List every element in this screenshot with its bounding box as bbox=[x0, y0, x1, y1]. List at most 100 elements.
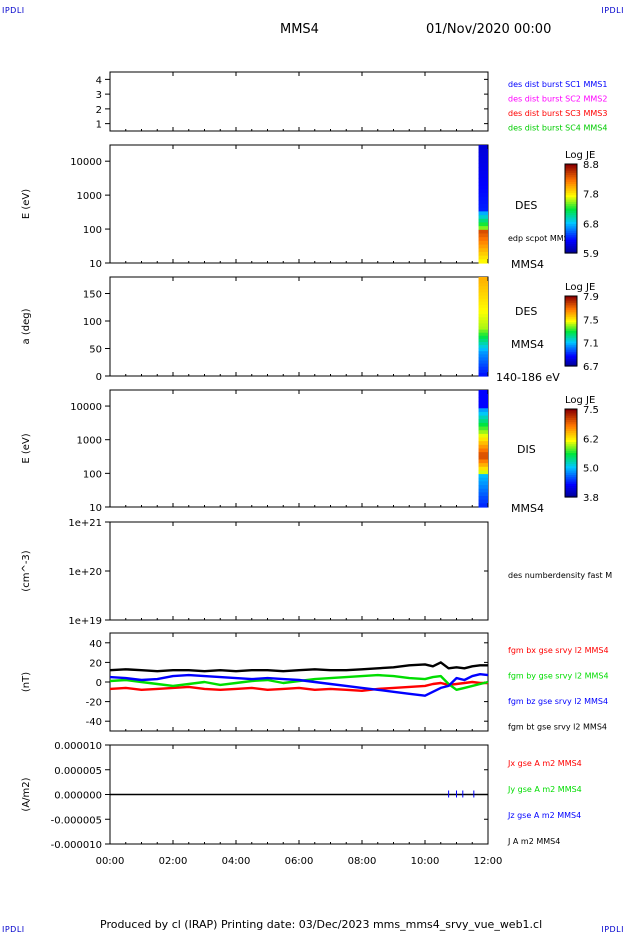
des-pitch-spectrum-cell bbox=[478, 341, 488, 346]
des-energy-colorbar-cell bbox=[565, 224, 577, 227]
fgm-ytick-label: 20 bbox=[89, 658, 102, 669]
density-ylabel: (cm^-3) bbox=[21, 550, 32, 591]
des-energy-colorbar-cell bbox=[565, 212, 577, 216]
des-pitch-spectrum-cell bbox=[478, 298, 488, 303]
burst-ytick-label: 2 bbox=[96, 105, 102, 116]
des-energy-colorbar-cell bbox=[565, 192, 577, 196]
des-energy-spectrum-cell bbox=[478, 181, 488, 187]
des-energy-colorbar-tick: 5.9 bbox=[583, 249, 599, 260]
des-pitch-colorbar-cell bbox=[565, 313, 577, 316]
des-pitch-spectrum-cell bbox=[478, 280, 488, 284]
dis-energy-colorbar-cell bbox=[565, 464, 577, 467]
dis-energy-spectrum-cell bbox=[478, 404, 488, 409]
des-pitch-colorbar-cell bbox=[565, 322, 577, 325]
des-energy-colorbar-cell bbox=[565, 166, 577, 170]
dis-energy-colorbar-cell bbox=[565, 442, 577, 445]
des-pitch-colorbar-cell bbox=[565, 336, 577, 339]
des-pitch-colorbar-tick: 7.5 bbox=[583, 315, 599, 326]
des-energy-spectrum-cell bbox=[478, 148, 488, 153]
des-pitch-spectrum-cell bbox=[478, 326, 488, 331]
des-pitch-colorbar-cell bbox=[565, 339, 577, 343]
des-energy-spectrum-cell bbox=[478, 159, 488, 165]
dis-energy-spectrum-cell bbox=[478, 426, 488, 431]
des-energy-colorbar-cell bbox=[565, 184, 577, 187]
dis-energy-colorbar-cell bbox=[565, 481, 577, 485]
des-energy-label-mms4: MMS4 bbox=[511, 258, 544, 271]
des-pitch-colorbar-cell bbox=[565, 327, 577, 330]
des-pitch-colorbar-cell bbox=[565, 308, 577, 311]
des-energy-colorbar-cell bbox=[565, 210, 577, 214]
des-energy-label-des: DES bbox=[515, 199, 537, 212]
fgm-series-line bbox=[109, 661, 488, 673]
burst-legend-entry: des dist burst SC3 MMS3 bbox=[508, 109, 607, 118]
dis-energy-colorbar-cell bbox=[565, 437, 577, 441]
des-energy-spectrum-cell bbox=[478, 170, 488, 176]
dis-energy-colorbar-cell bbox=[565, 420, 577, 423]
des-pitch-colorbar-cell bbox=[565, 306, 577, 309]
dis-energy-colorbar-cell bbox=[565, 422, 577, 425]
dis-energy-colorbar-tick: 7.5 bbox=[583, 405, 599, 416]
des-pitch-colorbar-cell bbox=[565, 299, 577, 302]
des-energy-label-scpot: edp scpot MMS4 bbox=[508, 234, 574, 243]
des-pitch-spectrum-cell bbox=[478, 307, 488, 312]
des-energy-colorbar-cell bbox=[565, 208, 577, 212]
density-ytick-label: 1e+19 bbox=[68, 616, 102, 627]
dis-energy-spectrum-cell bbox=[478, 444, 488, 450]
des-pitch-colorbar-cell bbox=[565, 311, 577, 315]
dis-energy-colorbar-cell bbox=[565, 466, 577, 469]
corner-tag-top-left: IPDLI bbox=[2, 6, 25, 15]
dis-energy-frame bbox=[109, 389, 489, 508]
des-pitch-colorbar-cell bbox=[565, 343, 577, 346]
dis-energy-colorbar-cell bbox=[565, 450, 577, 454]
des-pitch-colorbar-cell bbox=[565, 346, 577, 350]
des-pitch-colorbar-cell bbox=[565, 296, 577, 299]
burst-ytick-label: 3 bbox=[96, 90, 102, 101]
dis-energy-spectrum-cell bbox=[478, 485, 488, 490]
des-pitch-spectrum-cell bbox=[478, 360, 488, 365]
des-pitch-spectrum-cell bbox=[478, 289, 488, 294]
des-energy-spectrum-cell bbox=[478, 189, 488, 194]
dis-energy-colorbar-cell bbox=[565, 426, 577, 430]
des-energy-colorbar-cell bbox=[565, 168, 577, 172]
des-pitch-spectrum-cell bbox=[478, 320, 488, 325]
dis-energy-colorbar-cell bbox=[565, 431, 577, 434]
dis-energy-colorbar-frame bbox=[564, 408, 578, 498]
x-tick-label: 12:00 bbox=[474, 856, 503, 867]
des-pitch-label-mms4: MMS4 bbox=[511, 338, 544, 351]
des-pitch-colorbar-cell bbox=[565, 318, 577, 322]
des-energy-colorbar-tick: 6.8 bbox=[583, 219, 599, 230]
dis-energy-spectrum-cell bbox=[478, 419, 488, 424]
des-pitch-colorbar-cell bbox=[565, 357, 577, 360]
burst-legend-entry: des dist burst SC1 MMS1 bbox=[508, 80, 607, 89]
des-pitch-colorbar-frame bbox=[564, 295, 578, 367]
x-tick-label: 04:00 bbox=[222, 856, 251, 867]
burst-legend-entry: des dist burst SC4 MMS4 bbox=[508, 124, 607, 133]
dis-energy-spectrum-cell bbox=[478, 390, 488, 395]
des-energy-spectrum-cell bbox=[478, 237, 488, 242]
des-energy-colorbar-frame bbox=[564, 163, 578, 254]
dis-energy-colorbar-cell bbox=[565, 457, 577, 461]
x-tick-label: 08:00 bbox=[348, 856, 377, 867]
des-pitch-spectrum-cell bbox=[478, 301, 488, 306]
dis-energy-colorbar-cell bbox=[565, 488, 577, 491]
des-pitch-colorbar-cell bbox=[565, 297, 577, 301]
dis-energy-colorbar-cell bbox=[565, 448, 577, 452]
spacecraft-title: MMS4 bbox=[280, 22, 319, 37]
des-energy-colorbar-cell bbox=[565, 188, 577, 192]
des-pitch-colorbar-title: Log JE bbox=[565, 282, 595, 293]
des-pitch-colorbar-cell bbox=[565, 353, 577, 357]
des-pitch-colorbar-cell bbox=[565, 315, 577, 318]
des-energy-colorbar-cell bbox=[565, 219, 577, 223]
des-energy-colorbar-cell bbox=[565, 230, 577, 234]
des-energy-colorbar-cell bbox=[565, 175, 577, 178]
dis-energy-colorbar-tick: 6.2 bbox=[583, 434, 599, 445]
des-energy-frame bbox=[109, 144, 489, 264]
des-energy-spectrum-cell bbox=[478, 255, 488, 260]
des-pitch-colorbar-cell bbox=[565, 341, 577, 344]
des-energy-colorbar-cell bbox=[565, 235, 577, 239]
des-pitch-spectrum-cell bbox=[478, 311, 488, 315]
dis-energy-spectrum-cell bbox=[478, 408, 488, 413]
des-energy-colorbar-cell bbox=[565, 228, 577, 232]
current-ytick-label: -0.000010 bbox=[51, 840, 102, 851]
dis-energy-label-mms4: MMS4 bbox=[511, 502, 544, 515]
